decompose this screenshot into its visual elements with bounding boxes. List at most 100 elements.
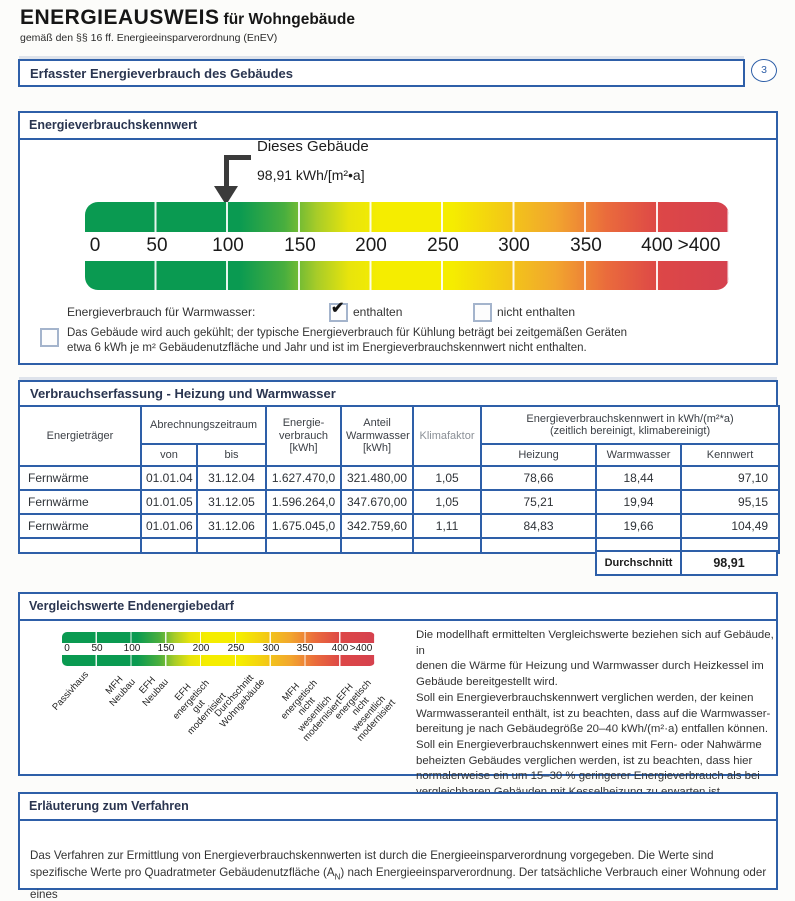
cell-verbrauch: 1.596.264,0 [265, 489, 343, 515]
cell-von: 01.01.06 [140, 513, 198, 539]
verbrauch-table: Energieträger Abrechnungszeitraum Energi… [18, 405, 781, 554]
cell-heizung: 78,66 [480, 465, 598, 491]
verbrauch-section-title: Verbrauchserfassung - Heizung und Warmwa… [30, 386, 336, 401]
checkbox-nicht-enthalten[interactable] [473, 303, 492, 322]
checkbox-enthalten[interactable]: ✔ [329, 300, 348, 322]
scale-tick-50: 50 [146, 235, 168, 256]
scale-tick-250: 250 [427, 235, 459, 256]
marker-value: 98,91 kWh/[m²•a] [257, 167, 365, 183]
scale-label-band: 0 50 100 150 200 250 300 350 400 >400 [62, 643, 375, 655]
comparison-scale: 0 50 100 150 200 250 300 350 400 >400 [62, 632, 375, 666]
cell-anteil: 321.480,00 [340, 465, 415, 491]
scale-tick-400: 400 [641, 235, 673, 256]
scale-tick-350: 350 [296, 643, 314, 654]
vergleich-box: Vergleichswerte Endenergiebedarf 0 50 10… [18, 592, 778, 798]
col-header-kennwert-group: Energieverbrauchskennwert in kWh/(m²*a) … [480, 405, 781, 445]
cell-bis: 31.12.06 [195, 513, 268, 539]
cell-kennwert: 104,49 [680, 513, 781, 539]
cell-kennwert: 95,15 [680, 489, 781, 515]
cell-anteil: 347.670,00 [340, 489, 415, 515]
section-bar-erfasster-energieverbrauch: Erfasster Energieverbrauch des Gebäudes [18, 59, 745, 87]
vergleich-box-title: Vergleichswerte Endenergiebedarf [20, 594, 776, 621]
scale-tick-0: 0 [64, 643, 70, 654]
cell-energietraeger: Fernwärme [18, 513, 142, 539]
scale-tick-300: 300 [498, 235, 530, 256]
average-value: 98,91 [680, 550, 778, 576]
cell-klimafaktor: 1,11 [412, 513, 483, 539]
scale-tick-300: 300 [262, 643, 280, 654]
erlaeuterung-box-title: Erläuterung zum Verfahren [20, 794, 776, 821]
col-header-energieverbrauch: Energie- verbrauch [kWh] [265, 405, 343, 467]
col-header-heizung: Heizung [480, 443, 598, 467]
scale-tick-350: 350 [570, 235, 602, 256]
scale-tick-250: 250 [227, 643, 245, 654]
col-header-von: von [140, 443, 198, 467]
scale-tick-150: 150 [157, 643, 175, 654]
table-row: Fernwärme 01.01.06 31.12.06 1.675.045,0 … [18, 513, 781, 539]
cell-heizung: 84,83 [480, 513, 598, 539]
verbrauch-section-bar: Verbrauchserfassung - Heizung und Warmwa… [18, 380, 778, 407]
scale-tick-200: 200 [192, 643, 210, 654]
scale-tick-50: 50 [91, 643, 103, 654]
scale-tick-100: 100 [123, 643, 141, 654]
kennwert-box-title: Energieverbrauchskennwert [20, 113, 776, 140]
col-header-kennwert: Kennwert [680, 443, 781, 467]
scale-tick-0: 0 [89, 235, 101, 256]
marker-arrow-horizontal [224, 155, 251, 160]
title-main: ENERGIEAUSWEIS [20, 6, 220, 29]
cell-warmwasser: 19,66 [595, 513, 683, 539]
erlaeuterung-text-part1: Das Verfahren zur Ermittlung von Energie… [30, 848, 714, 880]
cell-energietraeger: Fernwärme [18, 489, 142, 515]
average-row: Durchschnitt 98,91 [595, 550, 778, 576]
checkbox-kuehlung[interactable] [40, 328, 59, 347]
marker-arrow-shaft [224, 155, 229, 188]
erlaeuterung-text: Das Verfahren zur Ermittlung von Energie… [30, 829, 772, 901]
page-number-badge: 3 [751, 59, 777, 82]
scale-tick-gt400: >400 [349, 643, 373, 654]
table-row: Fernwärme 01.01.04 31.12.04 1.627.470,0 … [18, 465, 781, 491]
kennwert-box: Energieverbrauchskennwert Dieses Gebäude… [18, 111, 778, 365]
col-header-warmwasser: Warmwasser [595, 443, 683, 467]
erlaeuterung-text-part2: ) nach Energieeinsparverordnung. Der tat… [30, 866, 767, 901]
section-bar-title: Erfasster Energieverbrauch des Gebäudes [30, 66, 294, 81]
verbrauch-section: Verbrauchserfassung - Heizung und Warmwa… [18, 380, 781, 576]
cell-verbrauch: 1.675.045,0 [265, 513, 343, 539]
scale-tick-gt400: >400 [677, 235, 721, 256]
checkmark-icon: ✔ [331, 300, 345, 317]
document-subtitle: gemäß den §§ 16 ff. Energieeinsparverord… [20, 32, 278, 44]
cell-von: 01.01.05 [140, 489, 198, 515]
cell-energietraeger: Fernwärme [18, 465, 142, 491]
scale-tick-150: 150 [284, 235, 316, 256]
comparison-note: Die modellhaft ermittelten Vergleichswer… [416, 629, 774, 798]
title-suffix: für Wohngebäude [223, 11, 355, 28]
arrow-down-icon [214, 186, 238, 205]
col-header-klimafaktor: Klimafaktor [412, 405, 483, 467]
average-label: Durchschnitt [595, 550, 682, 576]
nicht-enthalten-label: nicht enthalten [497, 305, 576, 319]
cell-anteil: 342.759,60 [340, 513, 415, 539]
cell-warmwasser: 19,94 [595, 489, 683, 515]
cell-kennwert: 97,10 [680, 465, 781, 491]
erlaeuterung-box: Erläuterung zum Verfahren Das Verfahren … [18, 792, 778, 901]
col-header-abrechnungszeitraum: Abrechnungszeitraum [139, 405, 268, 445]
energy-scale: 0 50 100 150 200 250 300 350 400 >400 [85, 202, 729, 290]
enthalten-label: enthalten [353, 305, 403, 319]
cooling-note: Das Gebäude wird auch gekühlt; der typis… [67, 327, 627, 354]
col-header-bis: bis [195, 443, 268, 467]
cell-heizung: 75,21 [480, 489, 598, 515]
cell-klimafaktor: 1,05 [412, 489, 483, 515]
document-title: ENERGIEAUSWEIS für Wohngebäude [20, 6, 355, 30]
cell-von: 01.01.04 [140, 465, 198, 491]
scale-tick-200: 200 [355, 235, 387, 256]
cell-warmwasser: 18,44 [595, 465, 683, 491]
cell-klimafaktor: 1,05 [412, 465, 483, 491]
cell-bis: 31.12.04 [195, 465, 268, 491]
col-header-energietraeger: Energieträger [18, 405, 142, 467]
warmwasser-label: Energieverbrauch für Warmwasser: [67, 305, 256, 319]
marker-label: Dieses Gebäude [257, 138, 369, 155]
cell-verbrauch: 1.627.470,0 [265, 465, 343, 491]
scale-tick-100: 100 [212, 235, 244, 256]
scale-label-band: 0 50 100 150 200 250 300 350 400 >400 [85, 232, 729, 261]
table-row: Fernwärme 01.01.05 31.12.05 1.596.264,0 … [18, 489, 781, 515]
